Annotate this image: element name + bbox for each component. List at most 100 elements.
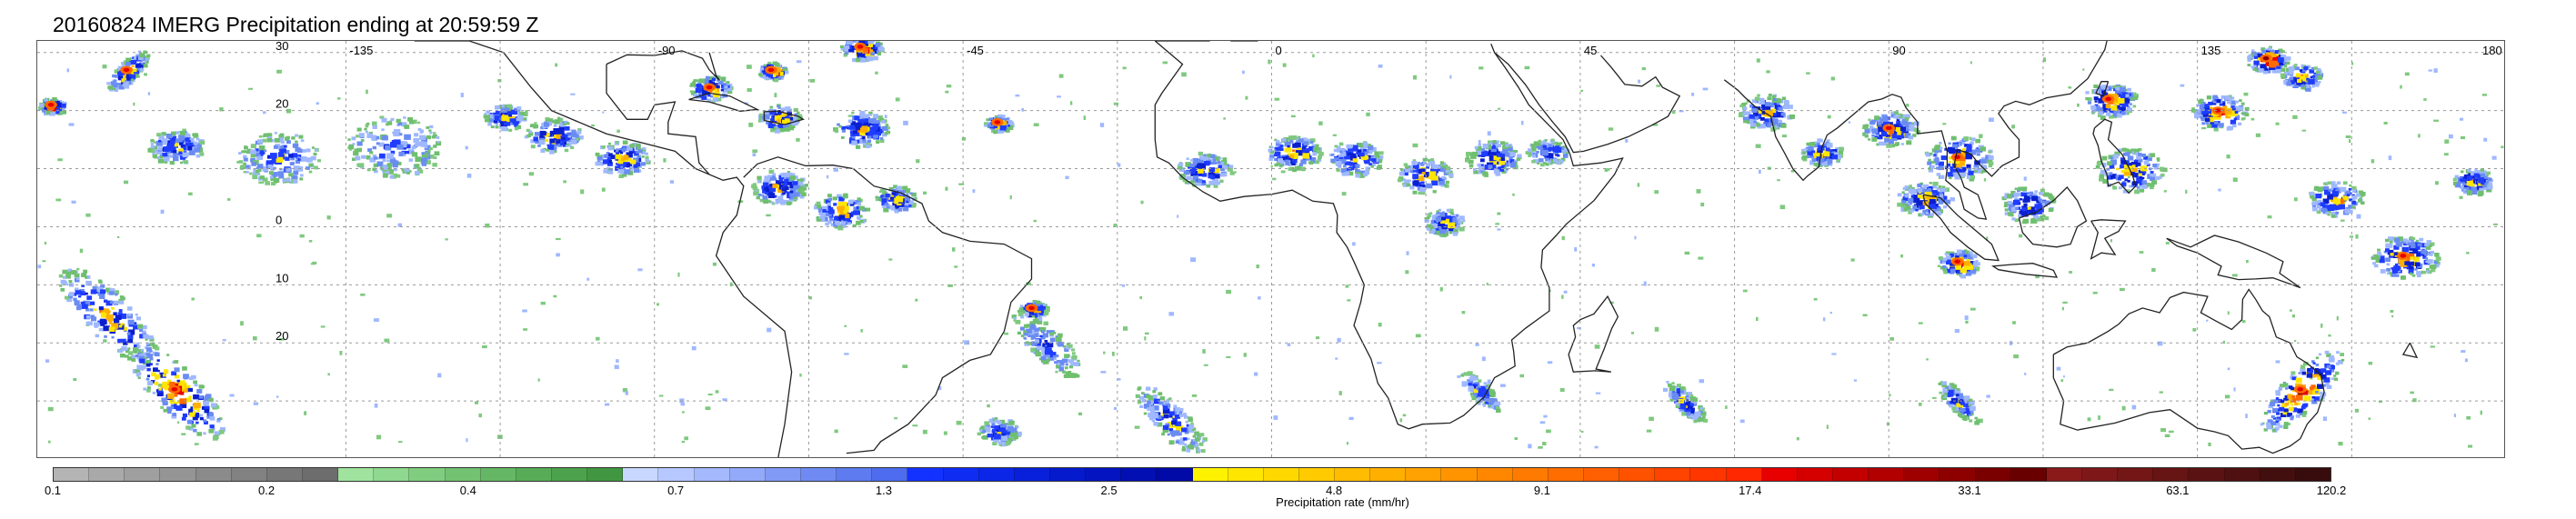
precip-cell <box>1354 166 1358 170</box>
precip-cell <box>1980 159 1987 164</box>
precip-cell <box>1338 142 1344 146</box>
precip-cell <box>1910 195 1915 198</box>
precip-cell <box>1970 141 1974 145</box>
precip-cell <box>62 281 67 285</box>
precip-cell <box>1420 181 1424 185</box>
precip-cell <box>1144 332 1149 334</box>
precip-cell <box>1268 145 1272 148</box>
precip-cell <box>366 89 368 95</box>
precip-cell <box>1472 168 1477 172</box>
precip-cell <box>1965 320 1969 324</box>
precip-cell <box>78 304 85 309</box>
precip-cell <box>1537 162 1540 165</box>
precip-cell <box>1363 172 1368 176</box>
precip-cell <box>2292 115 2298 119</box>
precip-cell <box>244 145 247 148</box>
precip-cell <box>863 122 870 128</box>
precip-cell <box>1419 163 1425 166</box>
precip-cell <box>175 405 183 411</box>
precip-cell <box>487 114 494 119</box>
precip-cell <box>1899 124 1903 127</box>
precip-cell <box>1302 153 1310 159</box>
precip-cell <box>1184 181 1188 185</box>
precip-cell <box>83 269 88 274</box>
precip-cell <box>717 80 723 85</box>
precip-cell <box>1009 195 1012 200</box>
precip-cell <box>784 178 789 183</box>
precip-cell <box>1488 142 1493 145</box>
precip-cell <box>1908 135 1913 140</box>
precip-cell <box>103 325 110 332</box>
precip-cell <box>657 303 659 306</box>
precip-cell <box>162 381 170 388</box>
precip-cell <box>405 144 411 149</box>
precip-cell <box>787 191 792 196</box>
precip-cell <box>2243 92 2249 96</box>
precip-cell <box>760 119 765 123</box>
precip-cell <box>1338 391 1342 395</box>
precip-cell <box>1312 152 1318 156</box>
precip-cell <box>393 139 401 145</box>
precip-cell <box>767 193 776 198</box>
precip-cell <box>1878 126 1885 133</box>
precip-cell <box>2208 442 2211 446</box>
precip-cell <box>998 428 1002 432</box>
precip-cell <box>170 131 176 136</box>
precip-cell <box>295 134 298 137</box>
precip-cell <box>294 175 298 180</box>
precip-cell <box>1549 289 1551 293</box>
precip-cell <box>1058 366 1064 372</box>
precip-cell <box>1020 334 1025 337</box>
precip-cell <box>361 155 366 159</box>
precip-cell <box>1487 131 1491 136</box>
precip-cell <box>1438 165 1445 170</box>
precip-cell <box>1060 364 1065 368</box>
precip-cell <box>1490 147 1497 153</box>
precip-cell <box>1862 124 1869 129</box>
precip-cell <box>561 121 565 124</box>
precip-cell <box>1871 137 1878 142</box>
precip-cell <box>1892 134 1899 138</box>
precip-cell <box>856 57 861 63</box>
precip-cell <box>188 150 195 155</box>
precip-cell <box>1980 171 1984 175</box>
precip-cell <box>1148 412 1154 418</box>
precip-cell <box>863 114 869 118</box>
precip-cell <box>1465 159 1469 163</box>
precip-cell <box>105 287 112 293</box>
precip-cell <box>1208 159 1215 165</box>
precip-cell <box>1044 340 1048 343</box>
precip-cell <box>118 85 125 90</box>
precip-cell <box>257 168 262 173</box>
precip-cell <box>596 336 600 341</box>
precip-cell <box>640 150 647 155</box>
precip-cell <box>857 215 861 220</box>
precip-cell <box>1137 400 1142 404</box>
precip-cell <box>336 97 341 100</box>
precip-cell <box>1006 430 1013 435</box>
precip-cell <box>759 74 763 77</box>
precip-cell <box>1358 143 1364 148</box>
precip-cell <box>601 187 606 192</box>
precip-cell <box>1517 154 1522 158</box>
precip-cell <box>1561 235 1565 241</box>
precip-cell <box>59 111 63 115</box>
precip-cell <box>1451 214 1455 216</box>
precip-cell <box>172 413 176 416</box>
precip-cell <box>1500 141 1506 145</box>
precip-cell <box>1862 314 1868 317</box>
precip-cell <box>1871 134 1875 137</box>
precip-cell <box>772 124 777 127</box>
precip-cell <box>408 158 413 162</box>
precip-cell <box>1158 401 1164 405</box>
precip-cell <box>2023 195 2030 200</box>
precip-cell <box>884 202 888 206</box>
precip-cell <box>864 53 868 57</box>
precip-cell <box>1988 155 1994 160</box>
precip-cell <box>897 208 902 212</box>
precip-cell <box>1285 159 1289 163</box>
precip-cell <box>1913 197 1920 204</box>
precip-cell <box>2035 274 2040 279</box>
precip-cell <box>1761 104 1768 109</box>
precip-cell <box>109 301 114 304</box>
